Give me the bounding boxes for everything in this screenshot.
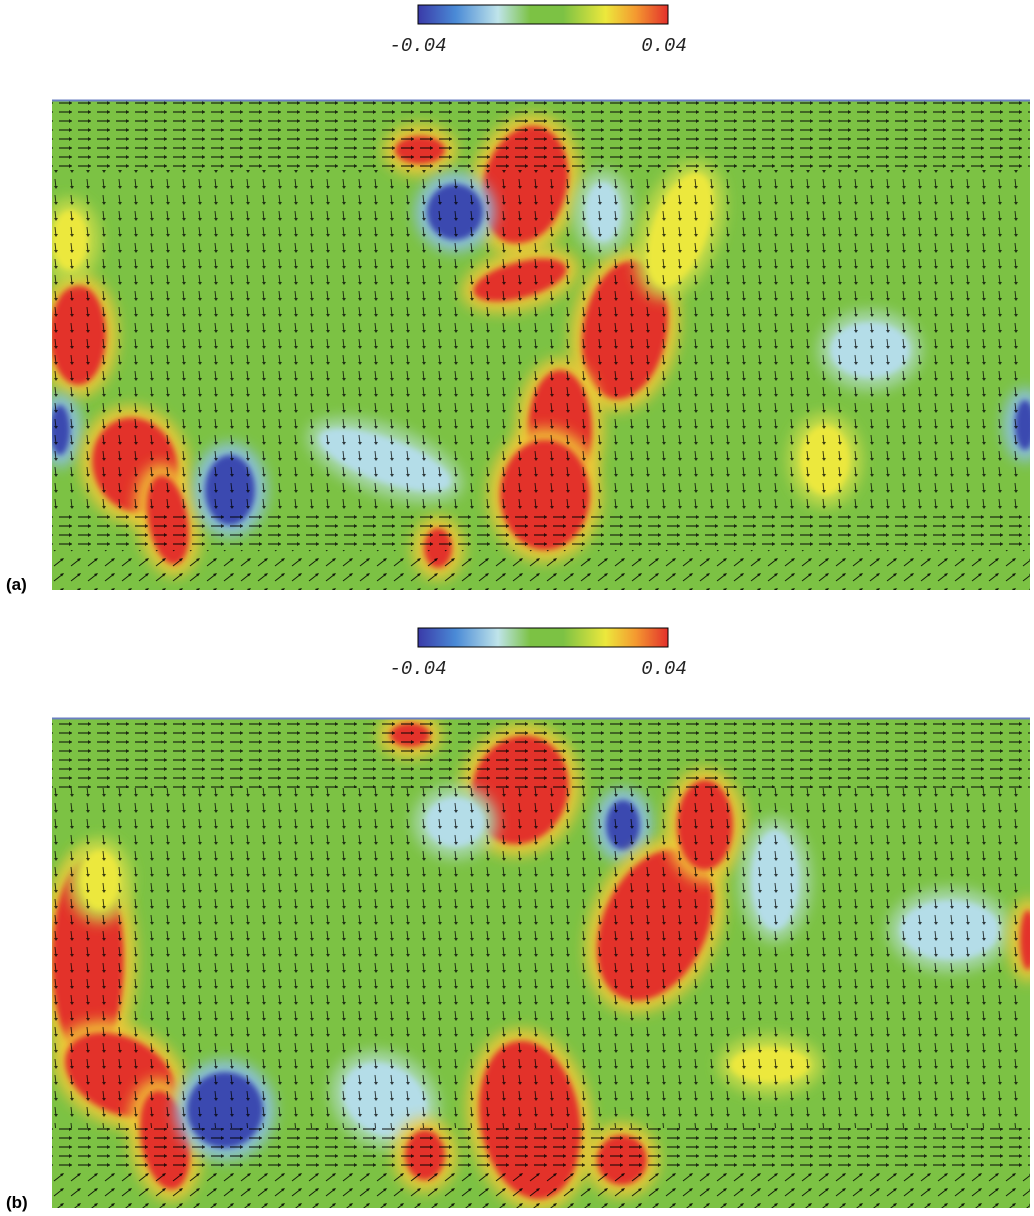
vector-arrows xyxy=(52,718,1030,788)
colorbar xyxy=(418,628,668,647)
vorticity-field xyxy=(35,707,1034,1216)
colorbar-max: 0.04 xyxy=(641,35,687,57)
vector-arrows xyxy=(52,1128,1030,1168)
vector-arrows xyxy=(52,170,1030,510)
vector-arrows xyxy=(52,550,1030,590)
colorbar-min: -0.04 xyxy=(389,35,446,57)
vector-arrows xyxy=(52,100,1030,170)
vector-arrows xyxy=(52,510,1030,550)
colorbar-max: 0.04 xyxy=(641,658,687,680)
vorticity-field xyxy=(38,100,1034,590)
colorbar xyxy=(418,5,668,24)
panel-label: (a) xyxy=(6,575,27,594)
figure: -0.04 0.04 (a) -0.04 0.04 (b) xyxy=(0,0,1034,1216)
vector-arrows xyxy=(52,788,1030,1128)
vector-arrows xyxy=(52,1168,1030,1208)
panel-label: (b) xyxy=(6,1193,28,1212)
page: -0.04 0.04 (a) -0.04 0.04 (b) (() => { c… xyxy=(0,0,1034,1216)
colorbar-min: -0.04 xyxy=(389,658,446,680)
